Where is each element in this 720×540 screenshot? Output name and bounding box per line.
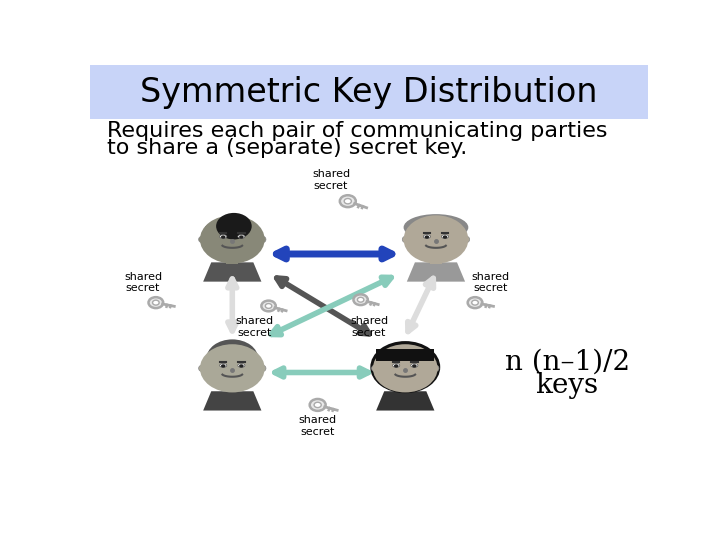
FancyBboxPatch shape: [455, 232, 460, 242]
Ellipse shape: [433, 366, 439, 372]
Ellipse shape: [220, 234, 227, 239]
Circle shape: [153, 300, 159, 305]
Polygon shape: [376, 392, 434, 410]
Ellipse shape: [238, 234, 245, 239]
FancyBboxPatch shape: [227, 261, 238, 264]
Circle shape: [370, 341, 440, 393]
Ellipse shape: [402, 237, 408, 242]
Circle shape: [468, 297, 482, 308]
Circle shape: [412, 364, 417, 368]
Ellipse shape: [199, 237, 204, 242]
Circle shape: [148, 297, 163, 308]
Text: shared
secret: shared secret: [235, 316, 274, 338]
Text: to share a (separate) secret key.: to share a (separate) secret key.: [107, 138, 467, 158]
Text: shared
secret: shared secret: [312, 169, 350, 191]
Ellipse shape: [423, 234, 431, 239]
FancyBboxPatch shape: [205, 225, 219, 246]
Circle shape: [204, 219, 261, 262]
Ellipse shape: [441, 234, 449, 239]
Circle shape: [340, 195, 356, 207]
Text: shared
secret: shared secret: [472, 272, 510, 294]
Circle shape: [216, 213, 252, 239]
Ellipse shape: [199, 366, 204, 372]
FancyBboxPatch shape: [227, 389, 238, 393]
Circle shape: [404, 215, 468, 264]
Circle shape: [354, 294, 368, 305]
Circle shape: [379, 350, 432, 389]
Polygon shape: [203, 392, 261, 410]
Text: shared
secret: shared secret: [124, 272, 162, 294]
Text: Symmetric Key Distribution: Symmetric Key Distribution: [140, 76, 598, 109]
Circle shape: [373, 344, 438, 393]
Text: n (n–1)/2: n (n–1)/2: [505, 349, 630, 376]
Circle shape: [204, 217, 260, 258]
Circle shape: [394, 364, 398, 368]
Circle shape: [207, 340, 258, 378]
Circle shape: [221, 364, 225, 368]
Ellipse shape: [392, 363, 400, 367]
Ellipse shape: [260, 366, 266, 372]
Circle shape: [443, 235, 447, 239]
Circle shape: [261, 301, 276, 312]
Circle shape: [204, 350, 260, 392]
Ellipse shape: [372, 366, 377, 372]
FancyBboxPatch shape: [407, 232, 412, 242]
Ellipse shape: [220, 363, 227, 367]
Circle shape: [357, 298, 364, 302]
Circle shape: [472, 300, 478, 305]
Ellipse shape: [260, 237, 266, 242]
Circle shape: [344, 199, 351, 204]
FancyBboxPatch shape: [376, 349, 434, 361]
Text: Requires each pair of communicating parties: Requires each pair of communicating part…: [107, 122, 607, 141]
Circle shape: [200, 215, 265, 264]
Text: shared
secret: shared secret: [299, 415, 337, 436]
FancyBboxPatch shape: [90, 65, 648, 119]
Circle shape: [239, 364, 243, 368]
Text: keys: keys: [536, 372, 598, 399]
Ellipse shape: [464, 237, 469, 242]
FancyBboxPatch shape: [430, 261, 442, 264]
FancyBboxPatch shape: [400, 389, 411, 393]
Circle shape: [239, 235, 243, 239]
Ellipse shape: [238, 363, 245, 367]
Circle shape: [266, 303, 271, 308]
Circle shape: [200, 344, 265, 393]
Circle shape: [314, 402, 321, 408]
Ellipse shape: [411, 363, 418, 367]
Polygon shape: [407, 262, 465, 282]
Circle shape: [408, 221, 464, 262]
Circle shape: [221, 235, 225, 239]
Ellipse shape: [404, 214, 468, 241]
Polygon shape: [203, 262, 261, 282]
Circle shape: [310, 399, 325, 411]
Circle shape: [425, 235, 429, 239]
Text: shared
secret: shared secret: [350, 316, 388, 338]
